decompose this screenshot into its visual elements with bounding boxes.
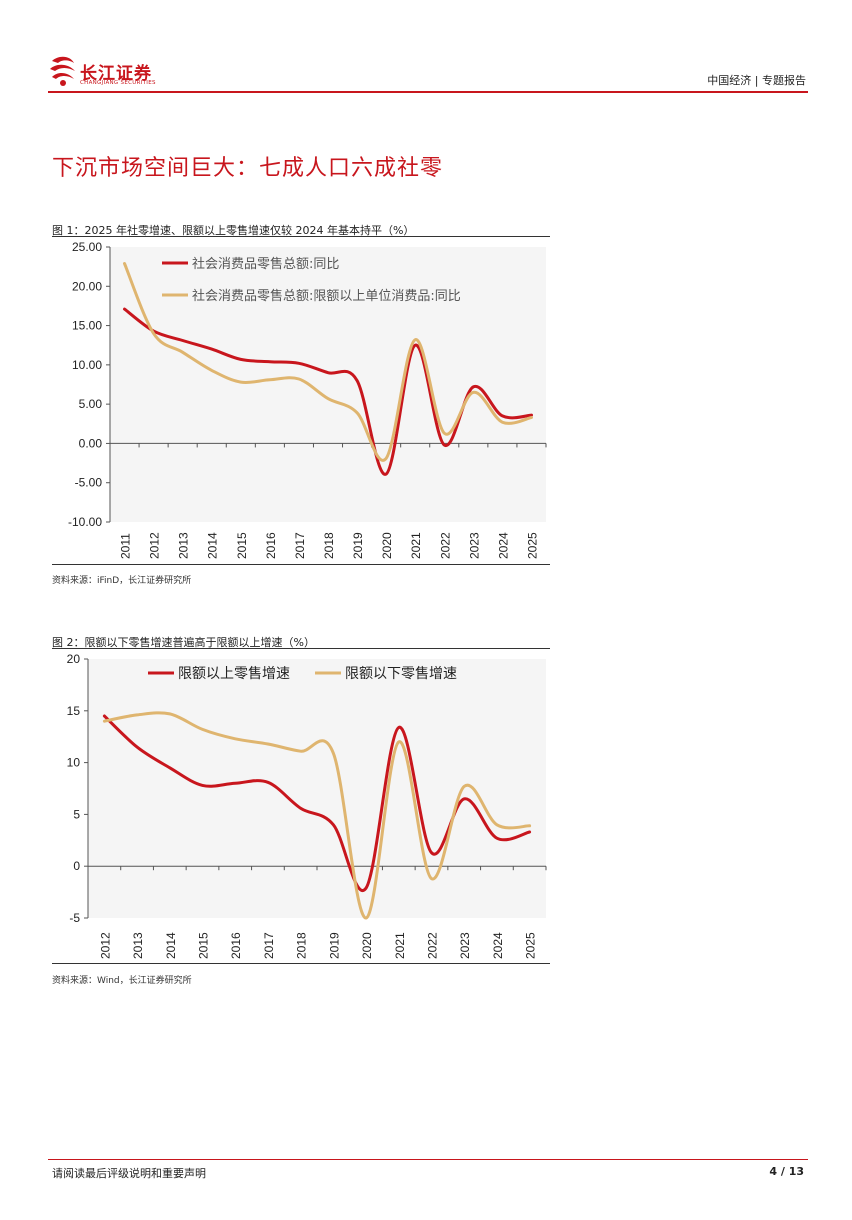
figure1-chart: -10.00 -5.00 0.00 5.00 10.00 15.00 20.00 25.00 2… [52, 236, 550, 565]
figure2-svg: -5 0 5 10 15 20 2012 2013 2014 2015 2016 2017 2018 20… [67, 652, 547, 959]
x-tick-label: 2020 [380, 532, 394, 559]
footer-disclaimer: 请阅读最后评级说明和重要声明 [52, 1167, 206, 1180]
legend-label-1: 社会消费品零售总额:同比 [192, 256, 339, 272]
y-tick-label: 25.00 [72, 240, 102, 254]
header-divider [48, 91, 808, 93]
page-number: 4 / 13 [769, 1165, 804, 1178]
x-tick-label: 2013 [131, 932, 145, 959]
logo-subtitle: CHANGJIANG SECURITIES [80, 80, 156, 86]
x-tick-label: 2018 [295, 932, 309, 959]
figure1-source: 资料来源：iFinD，长江证券研究所 [52, 576, 192, 586]
series-line-2 [123, 262, 533, 462]
x-tick-label: 2021 [409, 532, 423, 559]
x-tick-label: 2016 [264, 532, 278, 559]
x-tick-label: 2012 [148, 532, 162, 559]
figure2-source: 资料来源：Wind，长江证券研究所 [52, 976, 192, 986]
x-tick-label: 2020 [360, 932, 374, 959]
y-tick-label: 15.00 [72, 319, 102, 333]
y-tick-label: -10.00 [68, 515, 102, 529]
x-tick-label: 2024 [496, 532, 510, 559]
footer-divider [48, 1159, 808, 1160]
x-tick-label: 2021 [393, 932, 407, 959]
y-tick-label: 5.00 [79, 397, 103, 411]
legend-label-1: 限额以上零售增速 [178, 666, 290, 682]
x-tick-label: 2011 [119, 533, 133, 559]
x-tick-label: 2022 [426, 932, 440, 959]
logo-emblem-icon [50, 56, 75, 86]
x-tick-label: 2024 [491, 932, 505, 959]
plot-area [110, 247, 546, 522]
x-tick-label: 2014 [164, 932, 178, 959]
figure1-caption: 图 1：2025 年社零增速、限额以上零售增速仅较 2024 年基本持平（%） [52, 224, 415, 237]
y-tick-label: 0.00 [79, 436, 103, 450]
x-tick-label: 2015 [197, 932, 211, 959]
section-title: 下沉市场空间巨大：七成人口六成社零 [52, 156, 444, 181]
x-tick-label: 2023 [467, 532, 481, 559]
y-tick-label: -5 [69, 911, 80, 925]
x-tick-label: 2012 [98, 932, 112, 959]
y-tick-label: 0 [73, 859, 80, 873]
figure2-chart: -5 0 5 10 15 20 2012 2013 2014 2015 2016 2017 2018 20… [52, 648, 550, 964]
y-tick-label: 20.00 [72, 279, 102, 293]
y-tick-label: 15 [67, 704, 81, 718]
x-tick-label: 2025 [524, 932, 538, 959]
plot-area [88, 659, 546, 918]
x-tick-label: 2015 [235, 532, 249, 559]
series-line-2 [102, 711, 532, 920]
figure2-caption: 图 2：限额以下零售增速普遍高于限额以上增速（%） [52, 636, 315, 649]
y-tick-label: 10.00 [72, 358, 102, 372]
y-tick-label: 20 [67, 652, 81, 666]
x-tick-label: 2017 [262, 932, 276, 959]
x-tick-label: 2023 [458, 932, 472, 959]
x-tick-label: 2022 [438, 532, 452, 559]
y-tick-label: 10 [67, 756, 81, 770]
x-tick-label: 2014 [206, 532, 220, 559]
x-tick-label: 2016 [229, 932, 243, 959]
logo-name: 长江证券 [80, 64, 152, 84]
legend-label-2: 限额以下零售增速 [345, 666, 457, 682]
report-category: 中国经济 | 专题报告 [707, 74, 806, 87]
x-tick-label: 2017 [293, 532, 307, 559]
x-tick-label: 2013 [177, 532, 191, 559]
legend-label-2: 社会消费品零售总额:限额以上单位消费品:同比 [192, 288, 461, 304]
figure1-svg: -10.00 -5.00 0.00 5.00 10.00 15.00 20.00 25.00 2… [68, 240, 547, 559]
x-tick-label: 2025 [525, 532, 539, 559]
x-tick-label: 2018 [322, 532, 336, 559]
y-tick-label: -5.00 [75, 476, 103, 490]
company-logo: 长江证券 CHANGJIANG SECURITIES [48, 55, 178, 91]
x-tick-label: 2019 [351, 532, 365, 559]
y-tick-label: 5 [73, 807, 80, 821]
x-tick-label: 2019 [327, 932, 341, 959]
